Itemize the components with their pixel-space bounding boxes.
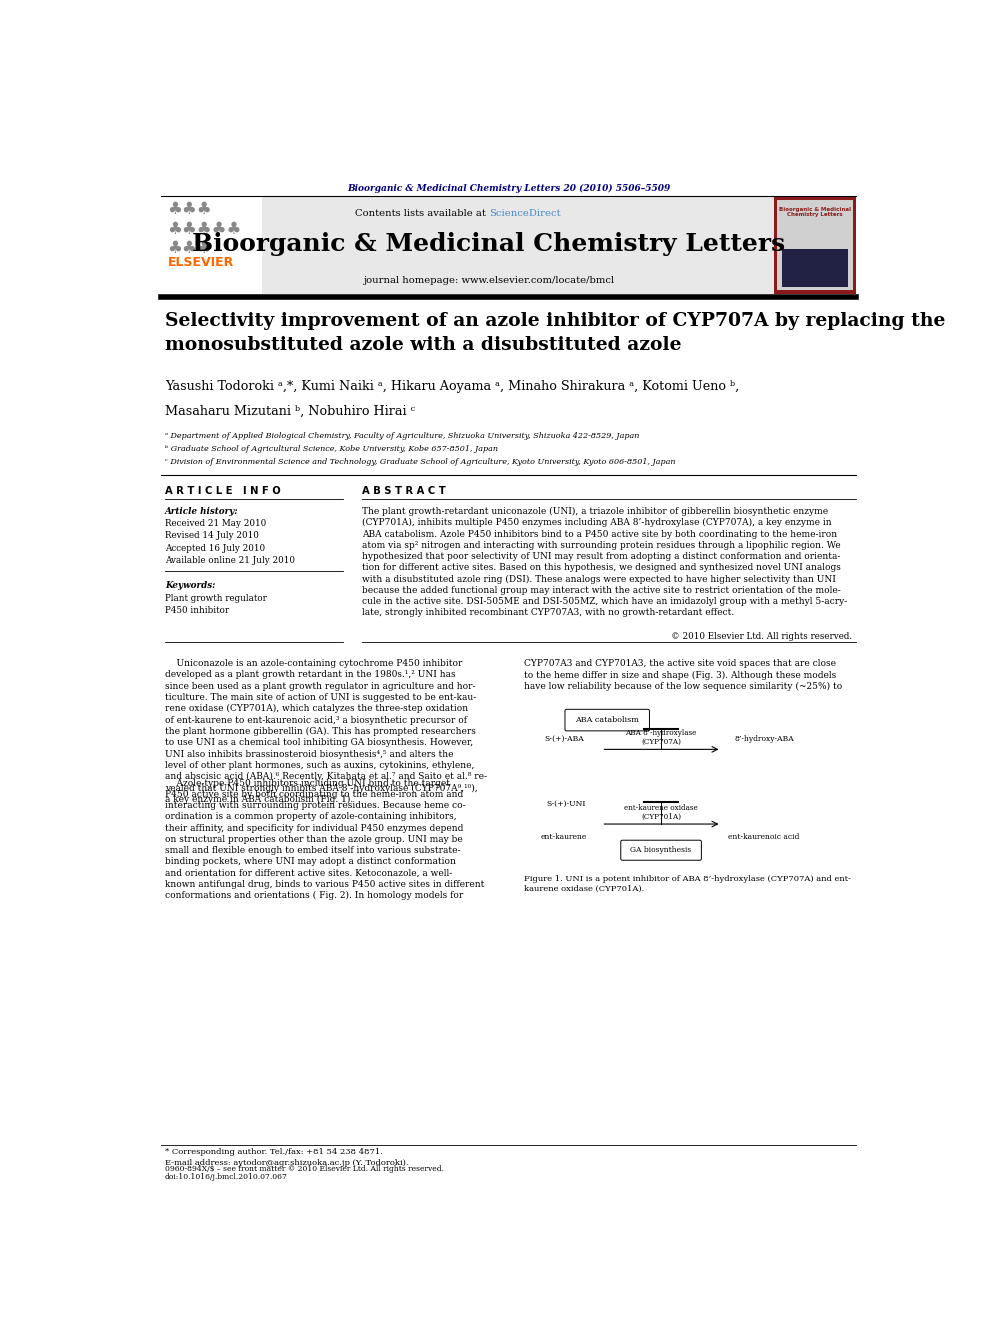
Text: Available online 21 July 2010: Available online 21 July 2010 <box>165 556 295 565</box>
Bar <box>161 197 262 294</box>
Text: Accepted 16 July 2010: Accepted 16 July 2010 <box>165 544 265 553</box>
Text: Figure 1. UNI is a potent inhibitor of ABA 8’-hydroxylase (CYP707A) and ent-
kau: Figure 1. UNI is a potent inhibitor of A… <box>524 875 851 893</box>
Text: journal homepage: www.elsevier.com/locate/bmcl: journal homepage: www.elsevier.com/locat… <box>363 275 615 284</box>
Text: Yasushi Todoroki ᵃ,*, Kumi Naiki ᵃ, Hikaru Aoyama ᵃ, Minaho Shirakura ᵃ, Kotomi : Yasushi Todoroki ᵃ,*, Kumi Naiki ᵃ, Hika… <box>165 380 739 393</box>
Text: ᶜ Division of Environmental Science and Technology, Graduate School of Agricultu: ᶜ Division of Environmental Science and … <box>165 458 676 466</box>
Text: Revised 14 July 2010: Revised 14 July 2010 <box>165 532 259 540</box>
Text: ᵃ Department of Applied Biological Chemistry, Faculty of Agriculture, Shizuoka U: ᵃ Department of Applied Biological Chemi… <box>165 433 640 441</box>
Text: ELSEVIER: ELSEVIER <box>168 255 234 269</box>
Text: ent-kaurene oxidase
(CYP701A): ent-kaurene oxidase (CYP701A) <box>624 804 698 822</box>
Text: E-mail address: aytodor@agr.shizuoka.ac.jp (Y. Todoroki).: E-mail address: aytodor@agr.shizuoka.ac.… <box>165 1159 409 1167</box>
Text: S-(+)-UNI: S-(+)-UNI <box>547 799 586 807</box>
Text: A B S T R A C T: A B S T R A C T <box>362 486 445 496</box>
Text: ScienceDirect: ScienceDirect <box>489 209 560 218</box>
Text: Plant growth regulator: Plant growth regulator <box>165 594 267 603</box>
Text: Bioorganic & Medicinal
Chemistry Letters: Bioorganic & Medicinal Chemistry Letters <box>779 206 850 217</box>
Text: P450 inhibitor: P450 inhibitor <box>165 606 229 615</box>
Text: Masaharu Mizutani ᵇ, Nobuhiro Hirai ᶜ: Masaharu Mizutani ᵇ, Nobuhiro Hirai ᶜ <box>165 405 415 418</box>
Text: Bioorganic & Medicinal Chemistry Letters 20 (2010) 5506–5509: Bioorganic & Medicinal Chemistry Letters… <box>347 184 670 193</box>
Text: ᵇ Graduate School of Agricultural Science, Kobe University, Kobe 657-8501, Japan: ᵇ Graduate School of Agricultural Scienc… <box>165 446 498 454</box>
Text: ent-kaurenoic acid: ent-kaurenoic acid <box>728 833 800 841</box>
Text: © 2010 Elsevier Ltd. All rights reserved.: © 2010 Elsevier Ltd. All rights reserved… <box>671 631 852 640</box>
Text: Article history:: Article history: <box>165 507 239 516</box>
Text: The plant growth-retardant uniconazole (UNI), a triazole inhibitor of gibberelli: The plant growth-retardant uniconazole (… <box>362 507 847 618</box>
Text: ABA 8’-hydroxylase
(CYP707A): ABA 8’-hydroxylase (CYP707A) <box>625 729 696 746</box>
Text: GA biosynthesis: GA biosynthesis <box>631 847 691 855</box>
Text: * Corresponding author. Tel./fax: +81 54 238 4871.: * Corresponding author. Tel./fax: +81 54… <box>165 1148 383 1156</box>
Text: S-(+)-ABA: S-(+)-ABA <box>545 736 584 744</box>
Text: CYP707A3 and CYP701A3, the active site void spaces that are close
to the heme di: CYP707A3 and CYP701A3, the active site v… <box>524 659 842 691</box>
Text: ♣♣♣
♣♣♣♣♣
♣♣♣: ♣♣♣ ♣♣♣♣♣ ♣♣♣ <box>168 201 242 257</box>
Text: Bioorganic & Medicinal Chemistry Letters: Bioorganic & Medicinal Chemistry Letters <box>192 232 786 255</box>
Text: 0960-894X/$ – see front matter © 2010 Elsevier Ltd. All rights reserved.: 0960-894X/$ – see front matter © 2010 El… <box>165 1166 444 1174</box>
Text: Selectivity improvement of an azole inhibitor of CYP707A by replacing the
monosu: Selectivity improvement of an azole inhi… <box>165 312 945 355</box>
Bar <box>782 249 848 287</box>
Bar <box>161 197 856 294</box>
Text: Uniconazole is an azole-containing cytochrome P450 inhibitor
developed as a plan: Uniconazole is an azole-containing cytoc… <box>165 659 487 804</box>
Text: A R T I C L E   I N F O: A R T I C L E I N F O <box>165 486 281 496</box>
Text: Azole-type P450 inhibitors including UNI bind to the target
P450 active site by : Azole-type P450 inhibitors including UNI… <box>165 779 484 900</box>
Text: ent-kaurene: ent-kaurene <box>541 833 587 841</box>
Text: ABA catabolism: ABA catabolism <box>575 716 639 724</box>
Bar <box>774 197 856 294</box>
Text: Keywords:: Keywords: <box>165 581 215 590</box>
Text: doi:10.1016/j.bmcl.2010.07.067: doi:10.1016/j.bmcl.2010.07.067 <box>165 1174 288 1181</box>
FancyBboxPatch shape <box>621 840 701 860</box>
Bar <box>778 200 852 291</box>
FancyBboxPatch shape <box>565 709 650 730</box>
Text: 8’-hydroxy-ABA: 8’-hydroxy-ABA <box>734 736 794 744</box>
Text: Received 21 May 2010: Received 21 May 2010 <box>165 519 266 528</box>
Text: Contents lists available at: Contents lists available at <box>355 209 489 218</box>
